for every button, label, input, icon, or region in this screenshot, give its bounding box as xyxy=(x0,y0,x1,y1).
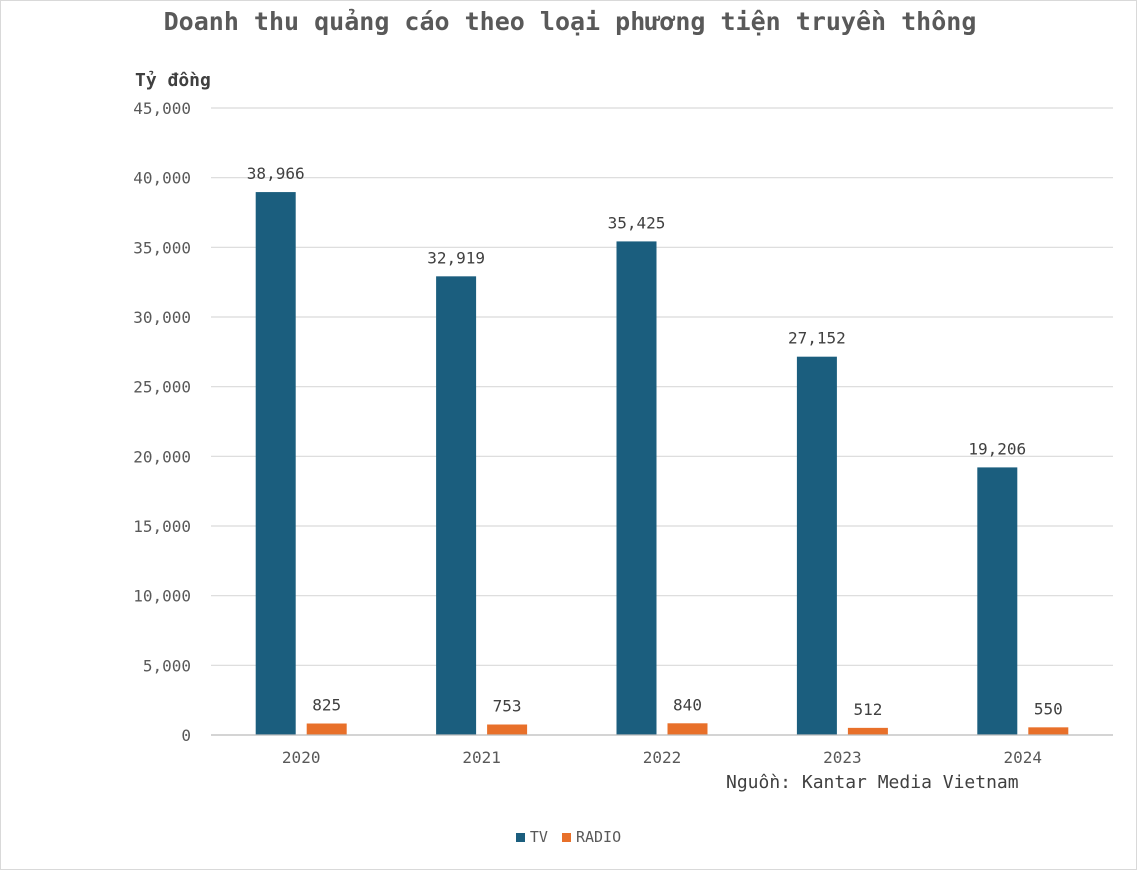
legend-swatch-radio xyxy=(561,832,571,842)
y-tick-label-30000: 30,000 xyxy=(133,308,191,327)
bar-tv-2020 xyxy=(255,192,296,735)
y-tick-label-5000: 5,000 xyxy=(143,656,191,675)
legend-label-radio: RADIO xyxy=(575,828,622,846)
source-note: Nguồn: Kantar Media Vietnam xyxy=(726,772,1019,793)
y-tick-label-10000: 10,000 xyxy=(133,587,191,606)
bar-tv-2024 xyxy=(977,467,1018,735)
y-tick-label-35000: 35,000 xyxy=(133,238,191,257)
y-axis-unit-label: Tỷ đồng xyxy=(135,70,211,91)
legend-swatch-tv xyxy=(515,832,525,842)
legend-item-tv: TV xyxy=(515,828,548,846)
legend-label-tv: TV xyxy=(529,828,548,846)
y-tick-label-40000: 40,000 xyxy=(133,169,191,188)
bar-tv-2023 xyxy=(796,356,837,735)
data-label-radio-2024: 550 xyxy=(1034,699,1063,718)
bar-tv-2021 xyxy=(436,276,477,735)
y-tick-label-15000: 15,000 xyxy=(133,517,191,536)
bar-radio-2020 xyxy=(306,723,347,735)
bar-radio-2022 xyxy=(667,723,708,735)
data-label-radio-2021: 753 xyxy=(493,697,522,716)
x-tick-label-2020: 2020 xyxy=(282,748,321,767)
legend-item-radio: RADIO xyxy=(561,828,622,846)
data-label-radio-2022: 840 xyxy=(673,695,702,714)
y-tick-label-20000: 20,000 xyxy=(133,447,191,466)
data-label-tv-2024: 19,206 xyxy=(968,439,1026,458)
chart-title: Doanh thu quảng cáo theo loại phương tiệ… xyxy=(163,7,977,36)
data-label-radio-2023: 512 xyxy=(853,700,882,719)
bar-radio-2023 xyxy=(847,727,888,735)
data-label-tv-2021: 32,919 xyxy=(427,248,485,267)
x-tick-label-2021: 2021 xyxy=(462,748,501,767)
bar-chart: 0 5,000 10,000 15,000 20,000 25,000 30,000 35,0… xyxy=(133,99,1113,767)
y-tick-label-25000: 25,000 xyxy=(133,378,191,397)
x-tick-label-2022: 2022 xyxy=(643,748,682,767)
x-tick-label-2024: 2024 xyxy=(1004,748,1043,767)
x-tick-label-2023: 2023 xyxy=(823,748,862,767)
data-label-tv-2023: 27,152 xyxy=(788,329,846,348)
data-label-tv-2020: 38,966 xyxy=(247,164,305,183)
bar-radio-2021 xyxy=(487,724,528,735)
data-label-tv-2022: 35,425 xyxy=(608,213,666,232)
bar-tv-2022 xyxy=(616,241,657,735)
chart-legend: TV RADIO xyxy=(0,828,1137,846)
y-tick-label-45000: 45,000 xyxy=(133,99,191,118)
bar-radio-2024 xyxy=(1028,727,1069,735)
data-label-radio-2020: 825 xyxy=(312,696,341,715)
y-tick-label-0: 0 xyxy=(181,726,191,745)
